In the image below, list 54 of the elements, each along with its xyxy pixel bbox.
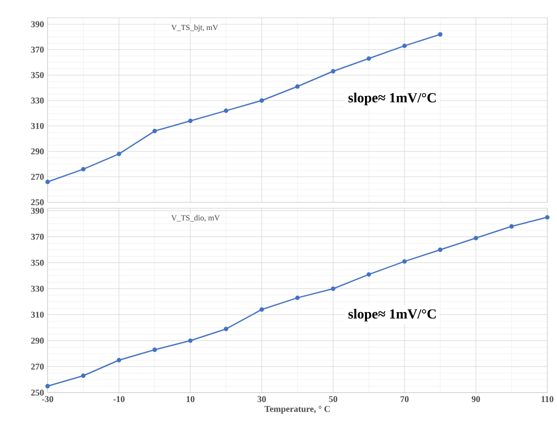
point [224,326,228,332]
y-tick-label: 390 [31,208,44,214]
x-tick-label: -30 [42,396,54,402]
x-tick-label: 110 [542,396,554,402]
y-tick-label: 350 [31,260,44,266]
point [402,259,407,264]
annotation: slope≈ 1mV/°C [348,92,436,106]
y-tick-label: 270 [31,174,44,180]
point [295,295,300,300]
y-tick-label: 370 [31,234,44,240]
y-tick-label: 310 [31,122,44,129]
point [509,224,514,228]
point [260,307,264,312]
point [330,286,336,291]
x-axis-title: Temperature, ° C [264,406,330,414]
point [295,84,300,89]
x-tick-label: 50 [329,396,338,402]
point [545,214,550,220]
y-tick-label: 270 [31,363,44,370]
annotation: slope≈ 1mV/°C [348,308,436,322]
point [152,347,157,352]
point [224,108,228,113]
point [366,272,372,277]
y-tick-label: 330 [31,286,44,292]
x-tick-label: 90 [472,396,480,402]
point [188,118,193,123]
y-tick-label: 370 [31,46,44,52]
point [81,166,86,172]
y-tick-label: 330 [31,97,44,104]
point [474,236,478,240]
y-tick-label: 290 [31,148,44,154]
y-tick-label: 310 [31,312,44,318]
point [260,98,264,103]
point [366,56,372,61]
y-tick-label: 250 [31,199,44,206]
point [402,43,407,48]
x-tick-label: 70 [400,396,409,402]
point [188,338,193,343]
point [152,128,157,134]
point [116,152,122,156]
point [330,68,336,74]
point [438,247,442,252]
x-tick-label: -10 [113,396,125,402]
point [81,373,86,378]
y-tick-label: 290 [31,338,44,344]
y-tick-label: 350 [31,72,44,78]
point [45,384,50,388]
y-tick-label: 390 [31,21,44,28]
point [116,358,122,362]
y-tick-label: 250 [31,389,44,396]
x-tick-label: 30 [258,396,266,402]
x-tick-label: 10 [186,396,194,402]
point [45,180,50,184]
point [438,32,442,36]
